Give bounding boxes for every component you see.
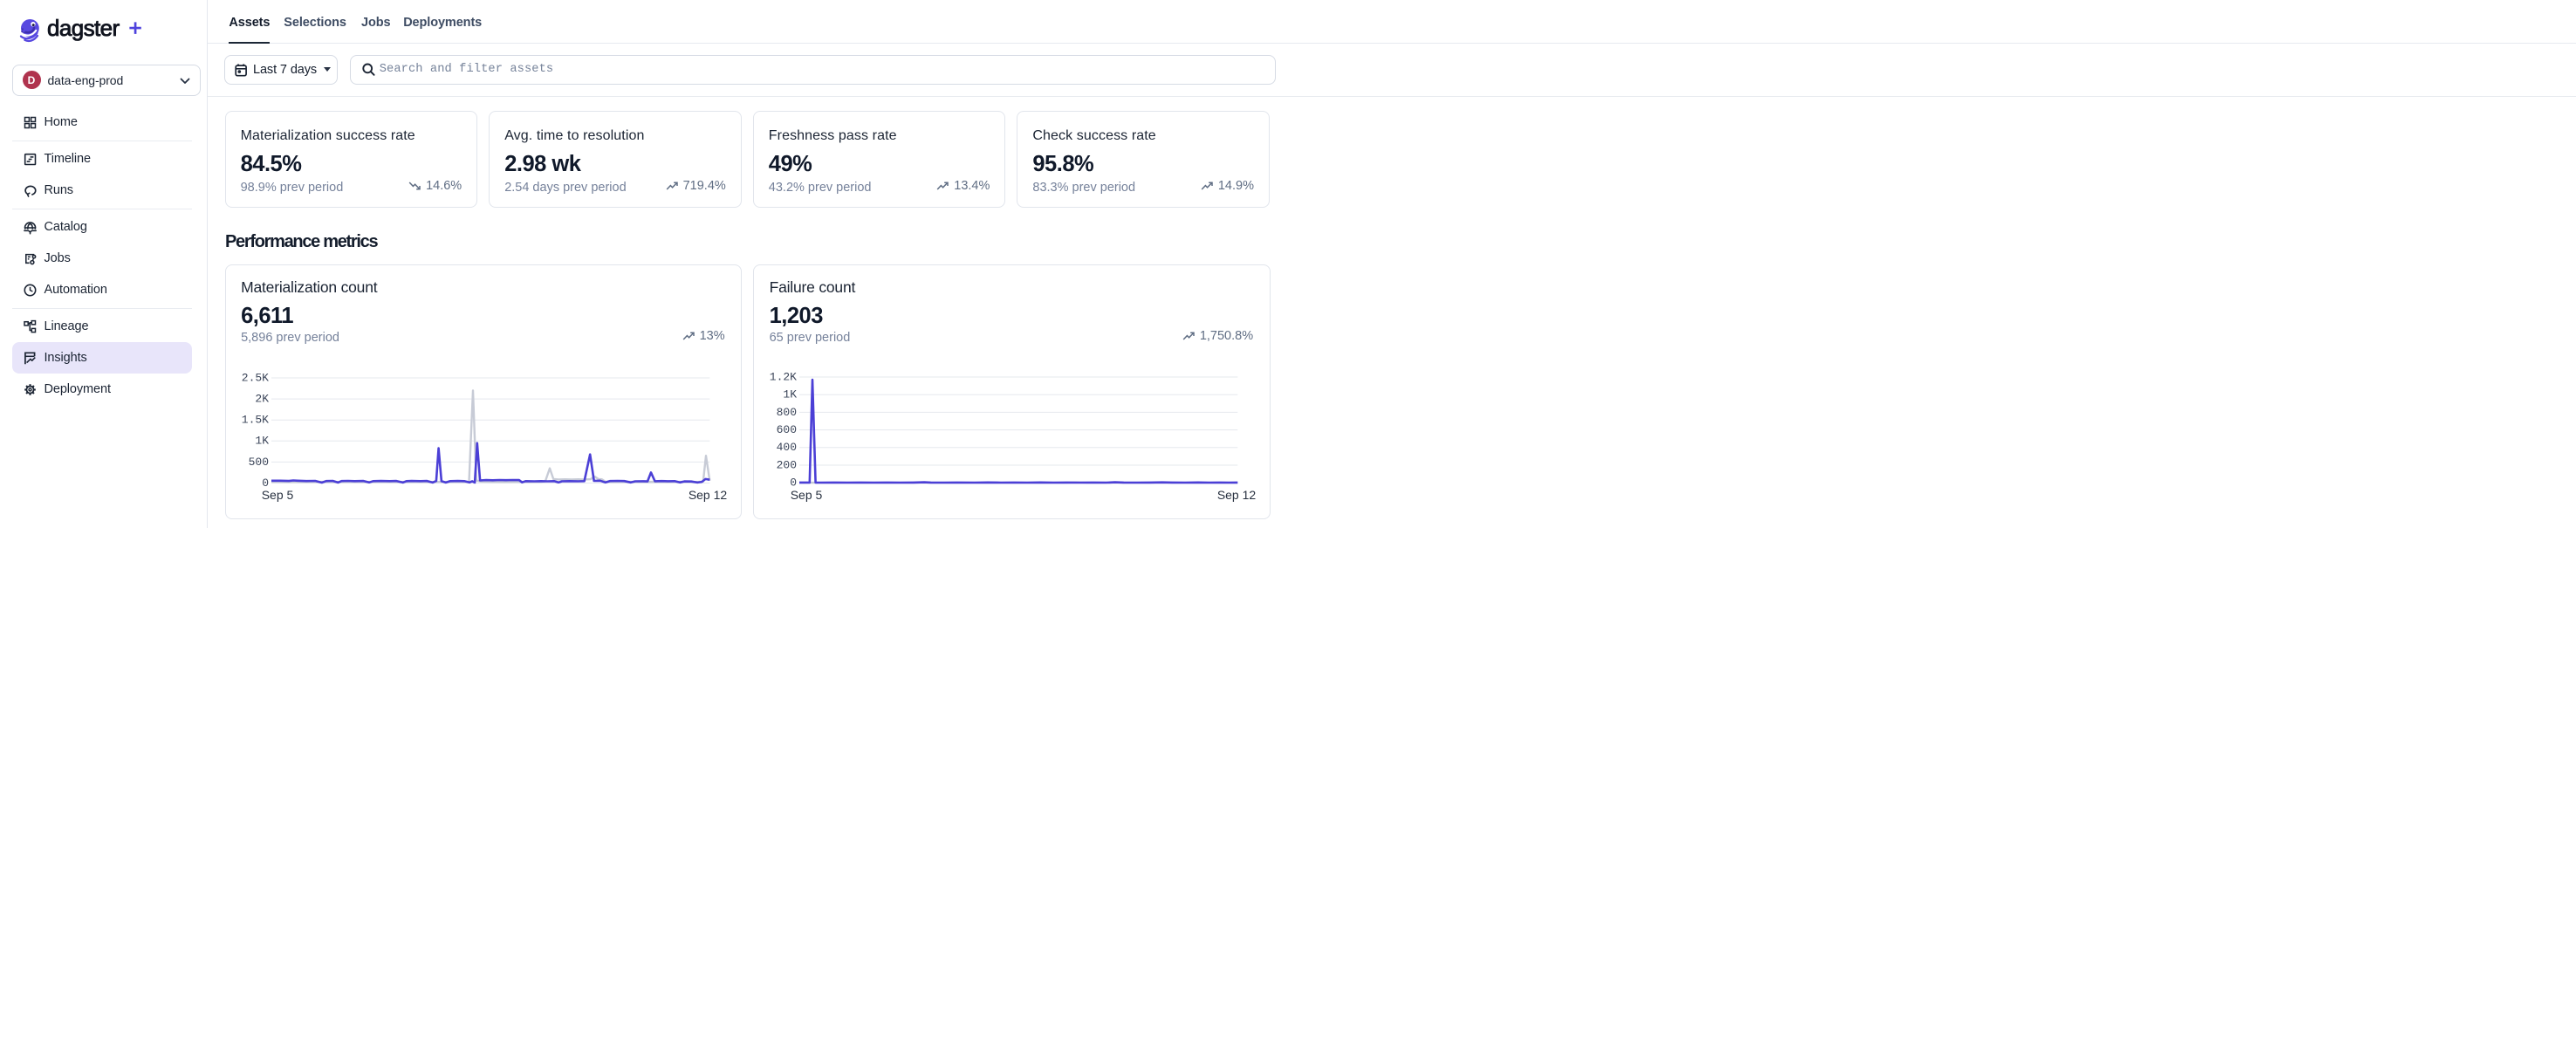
svg-text:0: 0	[262, 476, 269, 489]
svg-text:0: 0	[790, 476, 797, 489]
svg-text:1K: 1K	[255, 434, 269, 447]
svg-text:1.2K: 1.2K	[770, 370, 797, 383]
svg-text:400: 400	[777, 441, 797, 454]
svg-text:2K: 2K	[255, 392, 269, 405]
svg-text:1K: 1K	[783, 387, 797, 401]
svg-text:200: 200	[777, 458, 797, 471]
svg-text:500: 500	[248, 455, 268, 468]
svg-text:600: 600	[777, 423, 797, 436]
svg-text:2.5K: 2.5K	[241, 371, 268, 384]
svg-text:1.5K: 1.5K	[241, 413, 268, 426]
svg-text:Sep 5: Sep 5	[261, 488, 293, 502]
svg-text:Sep 12: Sep 12	[688, 488, 727, 502]
svg-text:Sep 12: Sep 12	[1217, 488, 1257, 502]
svg-text:800: 800	[777, 405, 797, 418]
svg-text:Sep 5: Sep 5	[791, 488, 823, 502]
